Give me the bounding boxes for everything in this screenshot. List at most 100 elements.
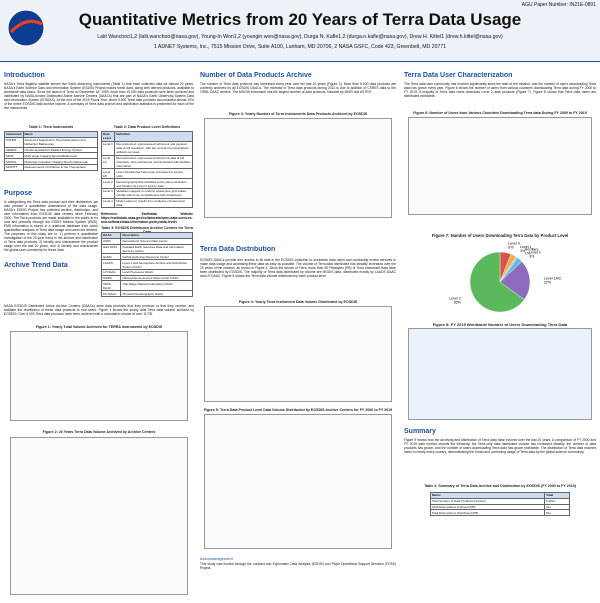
body-text: NASA's Terra flagship satellite serves f… <box>4 82 194 110</box>
paper-number: AGU Paper Number: IN21E-0891 <box>521 2 596 8</box>
table-cell: Reconstructed, unprocessed instrument an… <box>114 140 193 156</box>
pie-slice <box>469 251 525 313</box>
data-table: Instrument Name ASTER Advanced Spaceborne T… <box>4 131 98 171</box>
figure <box>10 331 188 421</box>
table-row: Level 1B Level 1A data that have been pro… <box>101 168 193 180</box>
slice-value-label: 6% <box>508 246 514 250</box>
table-cell: MOPITT <box>4 163 24 171</box>
table: DAAC Description ASDC Atmospheric Science D… <box>101 232 193 302</box>
slice-label: Level 3 <box>529 250 541 254</box>
section-heading: Terra Data User Characterization <box>404 72 513 79</box>
table-cell: PO.DAAC <box>101 290 122 298</box>
table-cell: Total Number of Data Products Archived <box>430 497 546 505</box>
table-cell: Level 3 <box>101 187 116 199</box>
body-text: The number of Terra data products has in… <box>200 82 396 94</box>
table-caption: Table 3: EOSDIS Distributed Archive Cent… <box>101 226 193 234</box>
table-cell: Level 0 <box>101 140 116 156</box>
figure <box>408 328 592 420</box>
table-cell: Measurements of Pollution in the Troposp… <box>22 163 98 171</box>
table-caption: Table 4: Summary of Terra Data Archive a… <box>424 484 576 488</box>
table-row: Level 2 Derived geophysical variables at … <box>101 178 193 189</box>
authors: Lalit Wanchoo1,2 (lalit.wanchoo@nasa.gov… <box>97 34 503 40</box>
table-row: Level 1A Reconstructed, unprocessed instr… <box>101 154 193 170</box>
figure-caption: Figure 8: FY 2019 Worldwide Number of Us… <box>432 322 568 327</box>
slice-value-label: 3% <box>529 254 535 258</box>
figure <box>204 414 392 549</box>
table-row: LP DAAC Land Processes DAAC <box>101 268 193 276</box>
table-row: LAADS Level 1 and Atmosphere Archive and … <box>101 259 193 270</box>
table: Metric Total Total Number of Data Products… <box>430 492 570 532</box>
table-cell: Reconstructed, unprocessed instrument da… <box>114 154 193 170</box>
table-cell: Goddard Earth Sciences Data and Informat… <box>120 243 193 255</box>
figure-caption: Figure 3: Yearly Number of Terra Instrum… <box>228 112 368 116</box>
figure-caption: Figure 7: Number of Users Downloading Te… <box>431 233 569 238</box>
header <box>0 0 600 62</box>
section-heading: Summary <box>404 428 436 435</box>
section-heading: Introduction <box>4 72 45 79</box>
table: Data Level Definition Level 0 Reconstructed… <box>101 131 193 211</box>
section-heading: Acknowledgement <box>200 556 233 561</box>
body-text: The Terra data user community has evolve… <box>404 82 596 98</box>
slice-value-label: 3% <box>520 249 526 253</box>
slice-value-label: 65% <box>454 300 462 304</box>
figure <box>204 306 392 402</box>
body-text: NASA EOSDIS Distributed Active Archive C… <box>4 304 194 316</box>
table-cell: ORNL DAAC <box>101 280 122 292</box>
figure <box>408 117 592 215</box>
body-text: This study was funded through the contra… <box>200 562 396 570</box>
table-header-cell: Metric <box>430 492 546 499</box>
body-text: Figure 9 shows how the archiving and dis… <box>404 438 596 454</box>
data-table: Metric Total Total Number of Data Products… <box>430 492 570 517</box>
table-row: MOPITT Measurements of Pollution in the T… <box>4 163 98 171</box>
figure-caption: Figure 4: Yearly Terra Instrument Data V… <box>238 300 358 304</box>
pie-slice <box>499 261 531 300</box>
figure-caption: Figure 5: Terra Data Product Level Data … <box>203 408 393 412</box>
table-cell: Land Processes DAAC <box>120 268 193 276</box>
figure <box>204 118 392 218</box>
table-cell: 11+ <box>544 503 570 511</box>
figure-caption: Figure 1: Yearly Total Volume Archived f… <box>35 325 163 329</box>
table-row: GES DISC Goddard Earth Sciences Data and … <box>101 243 193 255</box>
table-cell: Advanced Spaceborne Thermal Emission and… <box>22 136 98 148</box>
table-cell: Oak Ridge National Laboratory DAAC <box>120 280 193 292</box>
table-cell: Variables mapped on uniform space-time g… <box>114 187 193 199</box>
slice-value-label: 22% <box>544 281 552 285</box>
table-cell: 5,000+ <box>544 497 570 505</box>
slice-label: Level 2 <box>449 296 461 300</box>
table-cell: ASTER <box>4 136 24 148</box>
slice-label: Level 0 <box>508 242 520 246</box>
table-header-row: Metric Total <box>430 492 570 499</box>
table: Instrument Name ASTER Advanced Spaceborne T… <box>4 131 98 181</box>
figure <box>10 437 188 595</box>
table-cell: Level 1 and Atmosphere Archive and Distr… <box>120 259 193 270</box>
table-header-cell: Data Level <box>101 131 116 142</box>
table-cell: GES DISC <box>101 243 122 255</box>
table-cell: LP DAAC <box>101 268 122 276</box>
data-table: Data Level Definition Level 0 Reconstructed… <box>101 131 193 209</box>
body-text: EOSDIS DAACs provide free access to all … <box>200 258 396 278</box>
data-table: DAAC Description ASDC Atmospheric Science D… <box>101 232 193 298</box>
figure-caption: Figure 2: 20 Years Terra Data Volume Arc… <box>42 430 156 434</box>
slice-label: Level 1 <box>520 245 532 249</box>
table-caption: Table 1: Terra Instruments <box>28 125 74 129</box>
slice-value-label: 1% <box>525 252 531 256</box>
slice-label: Ancillary <box>525 248 539 252</box>
section-heading: Terra Data Distribution <box>200 246 276 253</box>
body-text: In categorizing the Terra data product a… <box>4 200 98 252</box>
table-row: PO.DAAC Physical Oceanography DAAC <box>101 290 193 298</box>
table-cell: LAADS <box>101 259 122 270</box>
title: Quantitative Metrics from 20 Years of Te… <box>78 10 522 29</box>
table-row: Level 3 Variables mapped on uniform space… <box>101 187 193 199</box>
table-row: Total Data Volume Archived (PB) 11+ <box>430 503 570 511</box>
table-cell: Total Data Volume Distributed (PB) <box>430 509 546 517</box>
table-cell: Model output or results from analyses of… <box>114 197 193 209</box>
table-cell: Derived geophysical variables at the sam… <box>114 178 193 189</box>
table-row: Total Data Volume Distributed (PB) 90+ <box>430 509 570 517</box>
table-cell: Physical Oceanography DAAC <box>120 290 193 298</box>
table-cell: Level 1B <box>101 168 116 180</box>
table-row: Level 4 Model output or results from anal… <box>101 197 193 209</box>
table-header-cell: Total <box>544 492 570 499</box>
table-caption: Table 2: Data Product Level Definitions <box>113 125 181 129</box>
